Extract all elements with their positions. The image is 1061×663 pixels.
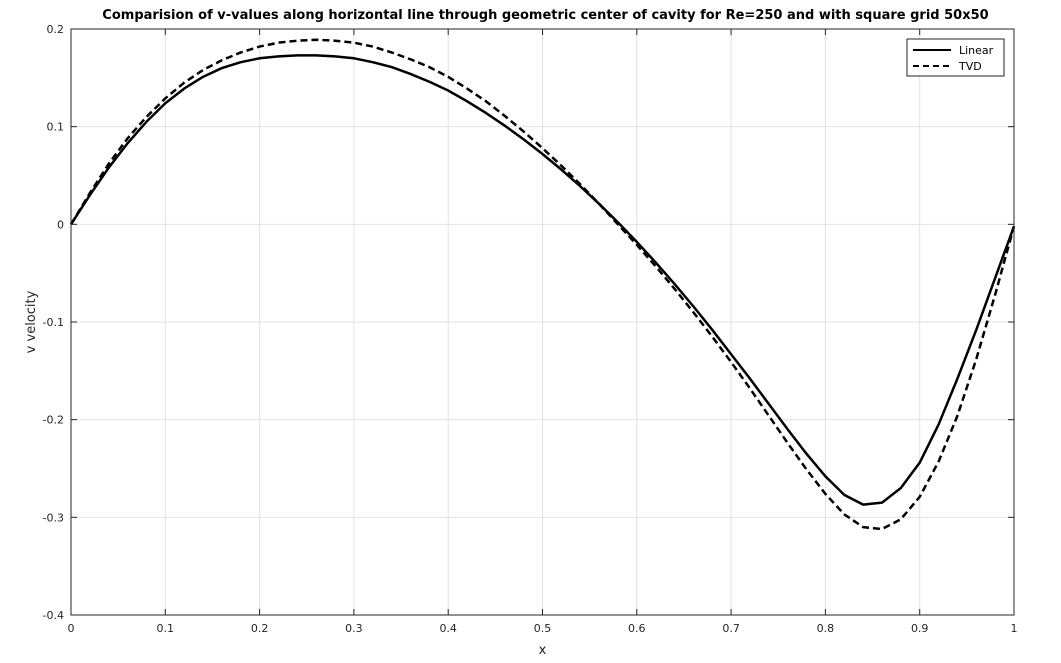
y-tick-label: 0: [57, 218, 64, 231]
legend: Linear TVD: [906, 38, 1005, 77]
x-tick-label: 0.8: [817, 622, 835, 635]
x-tick-label: 0.4: [439, 622, 457, 635]
y-tick-label: -0.3: [43, 511, 64, 524]
x-tick-label: 1: [1011, 622, 1018, 635]
series-line-tvd: [69, 38, 1016, 531]
plot-area: 0 0.1 0.2 0.3 0.4 0.5 0.6 0.7 0.8 0.9 1 -0.4 -0.3 -0.…: [43, 23, 1018, 635]
x-tick-label: 0.5: [534, 622, 552, 635]
legend-entry-linear: Linear: [959, 44, 994, 57]
chart-title: Comparision of v-values along horizontal…: [102, 8, 988, 23]
y-axis-label: v velocity: [24, 290, 39, 353]
y-tick-label: -0.2: [43, 414, 64, 427]
x-tick-label: 0.3: [345, 622, 363, 635]
tick-labels: 0 0.1 0.2 0.3 0.4 0.5 0.6 0.7 0.8 0.9 1 -0.4 -0.3 -0.…: [43, 23, 1018, 635]
y-tick-label: -0.4: [43, 609, 64, 622]
y-tick-label: 0.2: [47, 23, 65, 36]
series-layer: [69, 38, 1016, 531]
legend-box: [906, 38, 1005, 77]
x-tick-label: 0.9: [911, 622, 929, 635]
x-tick-label: 0.6: [628, 622, 646, 635]
x-tick-label: 0.7: [722, 622, 740, 635]
x-tick-label: 0.1: [157, 622, 175, 635]
x-axis-label: x: [539, 643, 547, 658]
x-tick-label: 0: [68, 622, 75, 635]
x-tick-label: 0.2: [251, 622, 269, 635]
y-tick-label: -0.1: [43, 316, 64, 329]
y-tick-label: 0.1: [47, 121, 65, 134]
legend-entry-tvd: TVD: [958, 60, 982, 73]
series-line-linear: [69, 54, 1016, 506]
